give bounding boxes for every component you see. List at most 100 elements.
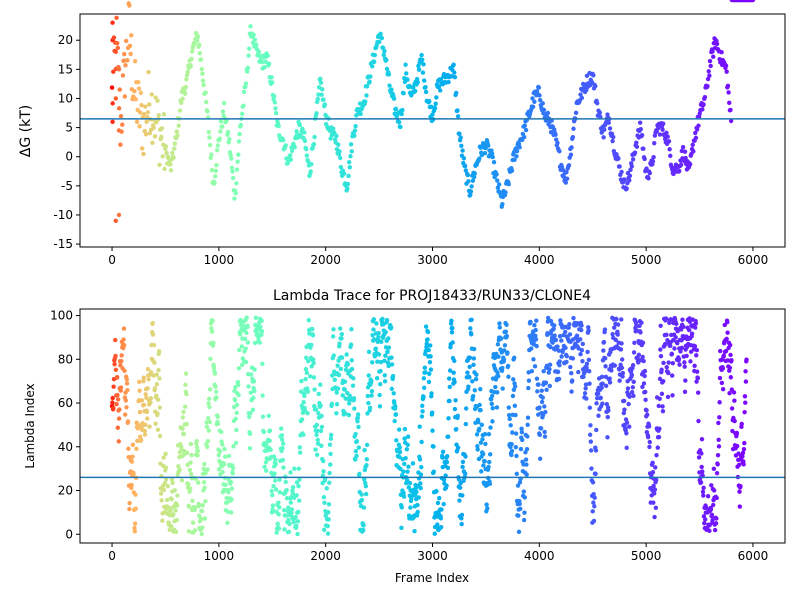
bottom-panel: Lambda Trace for PROJ18433/RUN33/CLONE4 … xyxy=(23,288,786,585)
delta-g-point xyxy=(468,192,473,197)
lambda-point xyxy=(512,355,517,360)
lambda-point xyxy=(695,390,701,395)
lambda-point xyxy=(728,352,733,358)
lambda-point xyxy=(194,444,200,450)
lambda-point xyxy=(529,346,534,351)
delta-g-point xyxy=(272,100,278,105)
lambda-point xyxy=(472,388,477,393)
lambda-point xyxy=(382,373,387,378)
lambda-point xyxy=(621,410,627,416)
lambda-point xyxy=(404,478,410,483)
lambda-point xyxy=(724,336,729,342)
lambda-point xyxy=(526,385,531,391)
lambda-point xyxy=(584,361,590,367)
lambda-point xyxy=(200,525,205,530)
lambda-point xyxy=(716,437,721,442)
delta-g-point xyxy=(494,172,499,177)
lambda-point xyxy=(492,355,498,361)
lambda-point xyxy=(655,445,660,450)
lambda-point xyxy=(627,394,632,399)
lambda-point xyxy=(334,402,340,407)
lambda-point xyxy=(709,512,715,518)
lambda-point xyxy=(546,370,552,375)
delta-g-point xyxy=(174,129,179,134)
lambda-point xyxy=(404,447,410,452)
delta-g-point xyxy=(352,133,357,139)
lambda-point xyxy=(519,430,525,435)
lambda-point xyxy=(137,379,142,385)
lambda-point xyxy=(405,434,411,439)
lambda-point xyxy=(198,517,204,522)
lambda-point xyxy=(152,360,157,365)
lambda-point xyxy=(552,323,557,328)
lambda-point xyxy=(694,347,700,353)
lambda-point xyxy=(743,379,749,384)
lambda-point xyxy=(397,449,403,455)
lambda-point xyxy=(668,343,673,348)
lambda-point xyxy=(414,513,420,518)
delta-g-point xyxy=(696,114,702,120)
lambda-point xyxy=(143,392,148,397)
lambda-point xyxy=(537,432,543,438)
lambda-point xyxy=(347,393,353,398)
delta-g-point xyxy=(678,162,684,167)
delta-g-point xyxy=(160,154,165,159)
lambda-point xyxy=(478,440,484,445)
lambda-point xyxy=(134,446,139,451)
lambda-point xyxy=(119,358,124,364)
delta-g-point xyxy=(229,165,235,170)
lambda-point xyxy=(115,397,121,402)
lambda-point xyxy=(118,385,124,390)
delta-g-point xyxy=(346,159,352,165)
top-x-ticks: 0 1000 2000 3000 4000 5000 6000 xyxy=(108,247,768,267)
lambda-point xyxy=(414,489,419,495)
lambda-point xyxy=(731,390,737,395)
lambda-point xyxy=(518,506,523,511)
lambda-point xyxy=(422,365,428,370)
lambda-point xyxy=(569,389,574,394)
delta-g-point xyxy=(248,24,253,29)
lambda-point xyxy=(319,413,324,419)
lambda-point xyxy=(366,373,371,378)
lambda-point xyxy=(328,436,334,441)
lambda-point xyxy=(188,441,194,447)
delta-g-point xyxy=(136,86,142,91)
delta-g-point xyxy=(184,77,189,82)
lambda-point xyxy=(216,452,221,458)
lambda-point xyxy=(419,414,425,419)
delta-g-point xyxy=(334,133,339,139)
lambda-point xyxy=(296,466,302,471)
lambda-point xyxy=(207,404,212,410)
lambda-point xyxy=(303,376,308,382)
lambda-point xyxy=(624,445,629,451)
lambda-point xyxy=(137,409,143,415)
lambda-point xyxy=(505,350,510,355)
lambda-point xyxy=(155,397,161,402)
lambda-point xyxy=(474,372,479,377)
lambda-point xyxy=(589,466,594,471)
lambda-point xyxy=(232,388,237,394)
delta-g-point xyxy=(271,94,277,99)
lambda-point xyxy=(145,416,150,421)
delta-g-point xyxy=(537,97,543,103)
lambda-point xyxy=(380,316,385,322)
lambda-point xyxy=(252,367,257,372)
lambda-point xyxy=(699,464,704,470)
lambda-point xyxy=(305,358,311,364)
delta-g-point xyxy=(348,154,353,159)
lambda-point xyxy=(662,341,668,347)
delta-g-point xyxy=(203,90,208,95)
bottom-x-ticks: 0 1000 2000 3000 4000 5000 6000 xyxy=(108,543,768,563)
delta-g-point xyxy=(239,111,245,117)
delta-g-point xyxy=(132,59,138,64)
lambda-point xyxy=(118,363,123,368)
delta-g-point xyxy=(116,212,122,218)
lambda-point xyxy=(169,477,175,482)
delta-g-point xyxy=(701,102,706,107)
lambda-point xyxy=(457,498,462,503)
lambda-point xyxy=(406,464,411,469)
delta-g-point xyxy=(330,126,336,131)
lambda-point xyxy=(643,389,648,395)
delta-g-point xyxy=(610,138,615,144)
delta-g-point xyxy=(228,152,233,158)
